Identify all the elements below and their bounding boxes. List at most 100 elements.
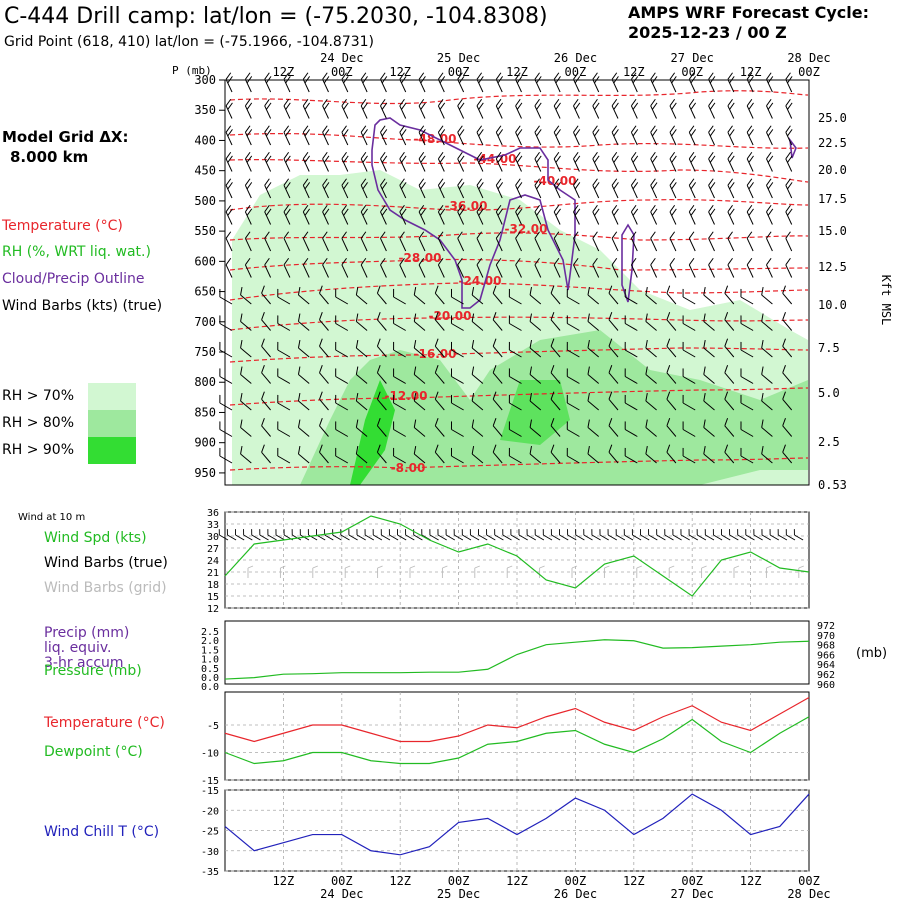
wind-barb-true bbox=[477, 529, 488, 541]
wind-barb-profile bbox=[376, 338, 387, 358]
wind-barb-profile bbox=[355, 366, 368, 384]
wind-barb-profile bbox=[630, 178, 639, 199]
y-tick: 33 bbox=[207, 520, 219, 531]
wind-barb-profile bbox=[624, 368, 638, 384]
wind-barb-profile bbox=[650, 98, 658, 119]
legend-rh80: RH > 80% bbox=[2, 415, 74, 431]
wind-barb-profile bbox=[457, 178, 465, 199]
wind-barb-profile bbox=[608, 285, 619, 305]
wind-barb-profile bbox=[611, 231, 619, 252]
wind-barb-profile bbox=[573, 125, 581, 146]
wind-barb-profile bbox=[740, 341, 754, 358]
dewpoint-line bbox=[224, 716, 810, 765]
wind-barb-profile bbox=[703, 419, 715, 437]
wind-barb-profile bbox=[244, 125, 253, 146]
wind-barb-profile bbox=[515, 151, 523, 172]
wind-barb-profile bbox=[703, 392, 715, 411]
wind-barb-profile bbox=[360, 204, 368, 225]
wind-barb-profile bbox=[785, 231, 793, 252]
wind-barb-profile bbox=[682, 421, 696, 437]
bottom-date-label: 24 Dec bbox=[320, 887, 363, 900]
cycle-value: 2025-12-23 / 00 Z bbox=[628, 23, 787, 42]
wind-barb-true bbox=[307, 529, 318, 541]
wind-barb-profile bbox=[495, 98, 504, 119]
wind-barb-profile bbox=[341, 204, 349, 225]
wind-barb-profile bbox=[587, 339, 600, 358]
pressure-tick: 966 bbox=[817, 650, 835, 661]
legend-rh90: RH > 90% bbox=[2, 442, 74, 458]
wind-barb-true bbox=[234, 529, 245, 541]
wind-barb-grid bbox=[733, 565, 740, 578]
bottom-time-tick: 12Z bbox=[740, 874, 762, 888]
y-tick: -15 bbox=[201, 776, 219, 787]
wind-barb-profile bbox=[319, 365, 329, 384]
wind-barb-true bbox=[332, 529, 342, 541]
wind-barb-profile bbox=[645, 339, 657, 358]
wind-barb-profile bbox=[476, 204, 484, 225]
height-tick: 25.0 bbox=[818, 111, 847, 125]
wind-barb-profile bbox=[566, 421, 580, 437]
wind-barb-profile bbox=[645, 392, 657, 411]
wind-barb-grid bbox=[668, 565, 675, 578]
wind-barb-profile bbox=[761, 445, 773, 464]
wind-barb-grid bbox=[539, 565, 545, 578]
wind-barb-true bbox=[777, 529, 788, 541]
wind-barb-profile bbox=[277, 288, 291, 305]
wind-barb-profile bbox=[297, 339, 310, 358]
wind-barb-profile bbox=[335, 315, 349, 331]
wind-barb-grid bbox=[798, 565, 804, 578]
wind-barb-profile bbox=[630, 257, 638, 278]
wind-barb-profile bbox=[418, 231, 426, 252]
wind-barb-profile bbox=[727, 257, 735, 278]
wind-barb-profile bbox=[219, 341, 233, 358]
wind-barb-grid bbox=[409, 565, 416, 578]
top-time-tick: 12Z bbox=[273, 65, 295, 79]
wind-barb-true bbox=[243, 529, 253, 541]
wind-barb-true bbox=[712, 529, 723, 541]
pressure-unit: (mb) bbox=[856, 646, 887, 661]
wind-barb-profile bbox=[624, 421, 638, 437]
wind-barb-profile bbox=[746, 125, 754, 146]
wind-barb-profile bbox=[746, 204, 754, 225]
pressure-axis-label: P (mb) bbox=[172, 64, 212, 77]
legend-cloud: Cloud/Precip Outline bbox=[2, 271, 145, 287]
wind-barb-grid bbox=[506, 565, 513, 578]
wind-barb-true bbox=[380, 529, 391, 541]
wind-barb-profile bbox=[553, 257, 561, 278]
precip-tick: 1.5 bbox=[201, 645, 219, 656]
wind-barb-profile bbox=[534, 151, 542, 172]
precip-label-3: 3-hr accum bbox=[44, 655, 124, 671]
wind-barb-true bbox=[615, 529, 626, 541]
wind-barb-profile bbox=[550, 285, 561, 305]
wind-barb-profile bbox=[650, 178, 658, 199]
wind-barb-profile bbox=[302, 257, 310, 278]
wind-barb-profile bbox=[360, 257, 368, 278]
isotherm-label: -28.00 bbox=[399, 251, 442, 265]
wind-barb-profile bbox=[277, 394, 291, 411]
wind-barb-true bbox=[469, 529, 480, 541]
legend-wind: Wind Barbs (kts) (true) bbox=[2, 298, 162, 314]
pressure-tick: 850 bbox=[194, 405, 216, 419]
wind-barb-profile bbox=[669, 98, 677, 119]
wind-barb-grid bbox=[636, 565, 642, 578]
wind-barb-profile bbox=[645, 313, 657, 331]
wind-barb-profile bbox=[277, 315, 291, 331]
wind-barb-profile bbox=[782, 365, 793, 384]
y-tick: 27 bbox=[207, 544, 219, 555]
wind-barb-profile bbox=[727, 204, 735, 225]
wind-barb-profile bbox=[413, 419, 426, 437]
wind-barb-profile bbox=[341, 231, 349, 252]
bottom-time-tick: 00Z bbox=[798, 874, 820, 888]
wind-barb-profile bbox=[471, 313, 484, 331]
wind-barb-profile bbox=[322, 98, 330, 119]
wind-barb-profile bbox=[529, 286, 542, 305]
wind-barb-profile bbox=[471, 339, 484, 358]
y-tick: -35 bbox=[201, 867, 219, 878]
wind-barb-profile bbox=[277, 421, 291, 437]
bottom-time-tick: 12Z bbox=[389, 874, 411, 888]
wind-barb-profile bbox=[746, 178, 754, 199]
wind-barb-profile bbox=[322, 151, 330, 172]
wind-barb-profile bbox=[550, 312, 561, 331]
wind-barb-true bbox=[518, 529, 528, 541]
wind-barb-profile bbox=[624, 447, 638, 464]
